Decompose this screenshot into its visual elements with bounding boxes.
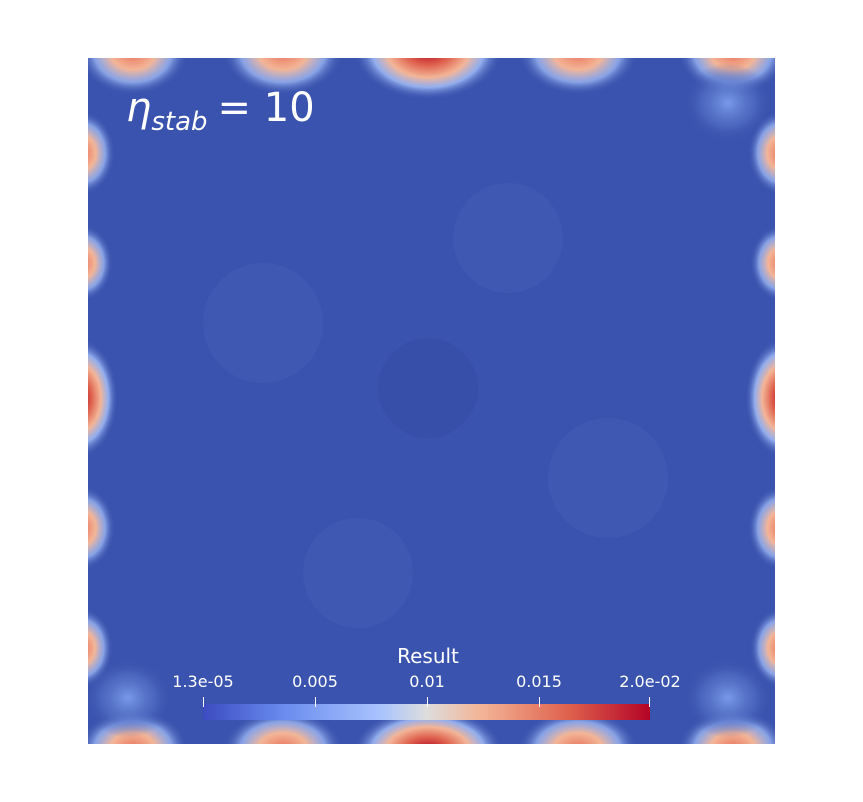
tick-mark-0015: [539, 697, 540, 707]
scalar-bar[interactable]: Result 1.3e-05 0.005 0.01 0.015 2.0e-02: [172, 644, 681, 724]
tick-mark-min: [203, 697, 204, 707]
scalar-bar-title: Result: [397, 644, 459, 668]
tick-label-001: 0.01: [409, 672, 445, 691]
render-viewport[interactable]: ηstab = 10 Result 1.3e-05 0.005 0.01 0.01…: [88, 58, 775, 744]
eta-symbol: η: [126, 85, 152, 131]
eta-value: = 10: [217, 85, 315, 131]
tick-label-0005: 0.005: [292, 672, 338, 691]
tick-mark-max: [649, 697, 650, 707]
tick-mark-001: [427, 697, 428, 707]
tick-label-max: 2.0e-02: [619, 672, 681, 691]
color-ramp: [203, 704, 650, 720]
eta-stab-label: ηstab = 10: [126, 85, 315, 135]
tick-label-min: 1.3e-05: [172, 672, 234, 691]
result-field-plot: [88, 58, 775, 744]
tick-label-0015: 0.015: [516, 672, 562, 691]
eta-subscript: stab: [151, 107, 208, 137]
tick-mark-0005: [315, 697, 316, 707]
